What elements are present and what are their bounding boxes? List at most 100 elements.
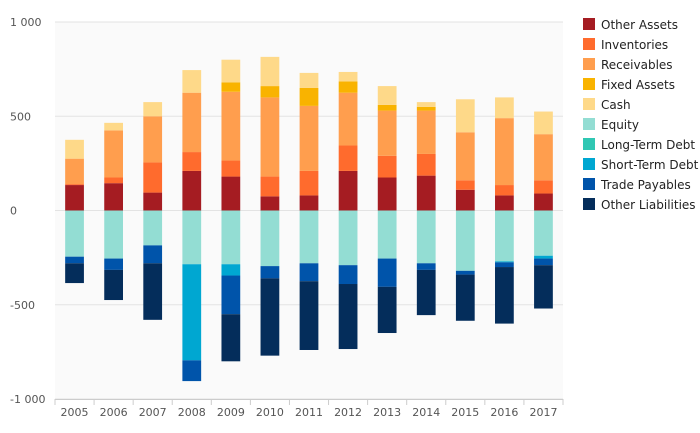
x-axis: 2005 2006 2007 2008 2009 2010 2011 2012 2013 2014… — [54, 399, 564, 419]
bar-receivables-2017 — [534, 134, 553, 181]
y-tick-label: -500 — [10, 299, 35, 312]
bar-equity-2009 — [221, 210, 241, 265]
bar-equity-2017 — [534, 210, 553, 256]
bar-other-assets-2012 — [338, 170, 358, 211]
bar-other-assets-2016 — [495, 195, 514, 211]
legend-swatch-short-term-debt — [583, 158, 595, 170]
legend-label-inventories: Inventories — [601, 38, 668, 52]
bar-other-assets-2005 — [65, 185, 84, 211]
bar-other-liabilities-2012 — [338, 284, 358, 350]
bar-fixed-assets-2013 — [377, 104, 397, 111]
bar-inventories-2008 — [182, 152, 202, 171]
bar-other-assets-2011 — [299, 195, 319, 211]
bar-receivables-2016 — [495, 118, 514, 186]
bar-other-liabilities-2016 — [495, 267, 514, 324]
x-tick-label-2012: 2012 — [334, 406, 362, 419]
legend-label-trade-payables: Trade Payables — [600, 178, 691, 192]
legend-swatch-long-term-debt — [583, 138, 595, 150]
bar-equity-2015 — [455, 210, 475, 271]
bar-short-term-debt-2008 — [182, 264, 202, 361]
bar-trade-payables-2008 — [182, 360, 202, 382]
x-tick-label-2011: 2011 — [295, 406, 323, 419]
x-tick-label-2005: 2005 — [61, 406, 89, 419]
bar-short-term-debt-2009 — [221, 264, 241, 276]
bar-other-liabilities-2009 — [221, 314, 241, 362]
bar-other-assets-2014 — [416, 175, 436, 211]
bar-receivables-2007 — [143, 116, 163, 163]
x-tick-label-2006: 2006 — [100, 406, 128, 419]
bar-other-liabilities-2013 — [377, 286, 397, 334]
x-tick-label-2008: 2008 — [178, 406, 206, 419]
bar-other-liabilities-2006 — [104, 269, 123, 301]
y-tick-label: 1 000 — [10, 16, 42, 29]
bars — [65, 56, 553, 382]
bar-receivables-2008 — [182, 92, 202, 153]
bar-trade-payables-2006 — [104, 258, 123, 270]
bar-equity-2016 — [495, 210, 514, 262]
bar-cash-2009 — [221, 59, 241, 83]
bar-cash-2010 — [260, 56, 280, 87]
legend-label-receivables: Receivables — [601, 58, 673, 72]
bar-cash-2011 — [299, 72, 319, 88]
bar-fixed-assets-2010 — [260, 86, 280, 98]
x-tick-label-2016: 2016 — [490, 406, 518, 419]
x-tick-label-2015: 2015 — [451, 406, 479, 419]
bar-equity-2012 — [338, 210, 358, 266]
bar-receivables-2012 — [338, 92, 358, 146]
legend-label-other-assets: Other Assets — [601, 18, 678, 32]
bar-other-assets-2006 — [104, 183, 123, 211]
bar-cash-2016 — [495, 97, 514, 119]
bar-fixed-assets-2009 — [221, 82, 241, 92]
x-tick-label-2013: 2013 — [373, 406, 401, 419]
legend: Other Assets Inventories Receivables Fixed … — [583, 18, 699, 212]
bar-trade-payables-2014 — [416, 263, 436, 270]
bar-other-liabilities-2017 — [534, 265, 553, 309]
bar-cash-2005 — [65, 139, 84, 159]
bar-other-assets-2010 — [260, 196, 280, 211]
bar-inventories-2010 — [260, 176, 280, 197]
legend-label-equity: Equity — [601, 118, 639, 132]
bar-equity-2011 — [299, 210, 319, 264]
bar-receivables-2013 — [377, 110, 397, 156]
bar-inventories-2005 — [65, 184, 84, 186]
bar-other-assets-2007 — [143, 192, 163, 211]
bar-equity-2014 — [416, 210, 436, 264]
legend-label-fixed-assets: Fixed Assets — [601, 78, 675, 92]
legend-swatch-trade-payables — [583, 178, 595, 190]
bar-other-liabilities-2011 — [299, 281, 319, 350]
bar-equity-2008 — [182, 210, 202, 265]
bar-cash-2012 — [338, 71, 358, 82]
bar-equity-2007 — [143, 210, 163, 246]
x-tick-label-2017: 2017 — [529, 406, 557, 419]
bar-other-assets-2017 — [534, 193, 553, 211]
x-tick-label-2009: 2009 — [217, 406, 245, 419]
y-tick-label: 500 — [10, 110, 31, 123]
bar-other-assets-2009 — [221, 176, 241, 211]
bar-other-assets-2013 — [377, 177, 397, 211]
bar-receivables-2006 — [104, 130, 123, 178]
y-tick-label: -1 000 — [10, 393, 45, 406]
bar-trade-payables-2005 — [65, 256, 84, 264]
bar-other-liabilities-2005 — [65, 263, 84, 284]
bar-trade-payables-2015 — [455, 270, 475, 275]
bar-fixed-assets-2011 — [299, 87, 319, 106]
bar-equity-2006 — [104, 210, 123, 259]
bar-inventories-2011 — [299, 170, 319, 196]
bar-other-liabilities-2014 — [416, 269, 436, 316]
bar-equity-2005 — [65, 210, 84, 257]
bar-cash-2013 — [377, 86, 397, 105]
legend-label-short-term-debt: Short-Term Debt — [601, 158, 699, 172]
x-tick-label-2010: 2010 — [256, 406, 284, 419]
bar-inventories-2006 — [104, 177, 123, 184]
bar-inventories-2013 — [377, 155, 397, 178]
bar-inventories-2012 — [338, 145, 358, 171]
legend-label-long-term-debt: Long-Term Debt — [601, 138, 695, 152]
bar-receivables-2015 — [455, 132, 475, 181]
bar-other-liabilities-2007 — [143, 263, 163, 320]
x-tick-label-2007: 2007 — [139, 406, 167, 419]
bar-other-assets-2008 — [182, 170, 202, 211]
bar-trade-payables-2017 — [534, 258, 553, 266]
bar-inventories-2017 — [534, 180, 553, 194]
legend-label-cash: Cash — [601, 98, 631, 112]
